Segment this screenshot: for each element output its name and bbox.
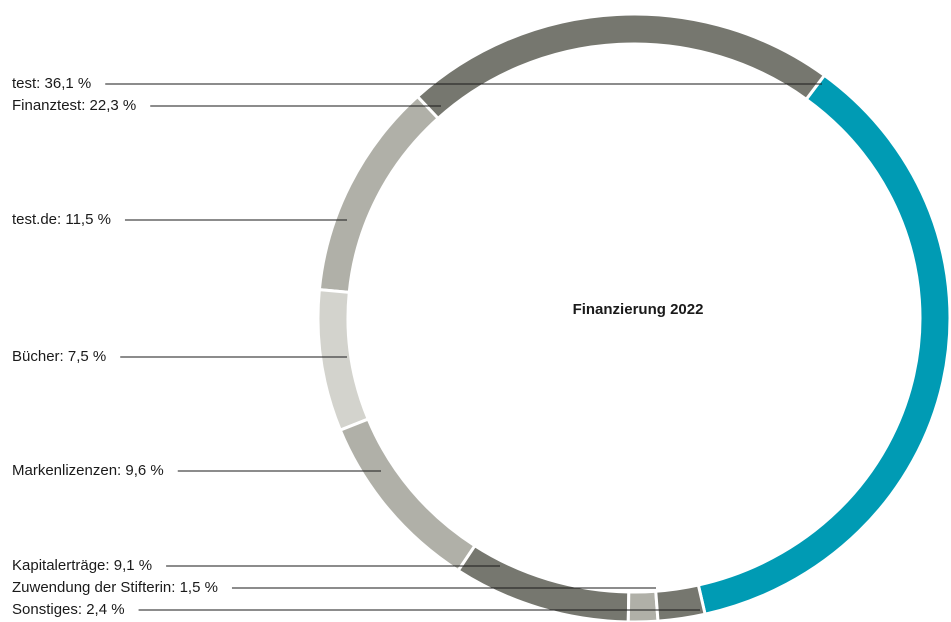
slice-label: Kapitalerträge: 9,1 % bbox=[12, 557, 152, 574]
donut-slice bbox=[338, 417, 477, 573]
donut-slice bbox=[415, 12, 827, 121]
donut-slice bbox=[626, 589, 660, 622]
slice-label: Sonstiges: 2,4 % bbox=[12, 601, 125, 618]
donut-slice bbox=[696, 73, 951, 616]
donut-slice bbox=[317, 94, 441, 295]
slice-label: Zuwendung der Stifterin: 1,5 % bbox=[12, 579, 218, 596]
slice-label: test: 36,1 % bbox=[12, 75, 91, 92]
slice-label: Bücher: 7,5 % bbox=[12, 348, 106, 365]
slice-label: Markenlizenzen: 9,6 % bbox=[12, 462, 164, 479]
slice-label: test.de: 11,5 % bbox=[12, 211, 111, 228]
donut-slice bbox=[654, 583, 707, 622]
donut-slice bbox=[316, 287, 371, 433]
donut-slice bbox=[456, 543, 631, 622]
slice-label: Finanztest: 22,3 % bbox=[12, 97, 136, 114]
chart-title: Finanzierung 2022 bbox=[573, 301, 704, 318]
